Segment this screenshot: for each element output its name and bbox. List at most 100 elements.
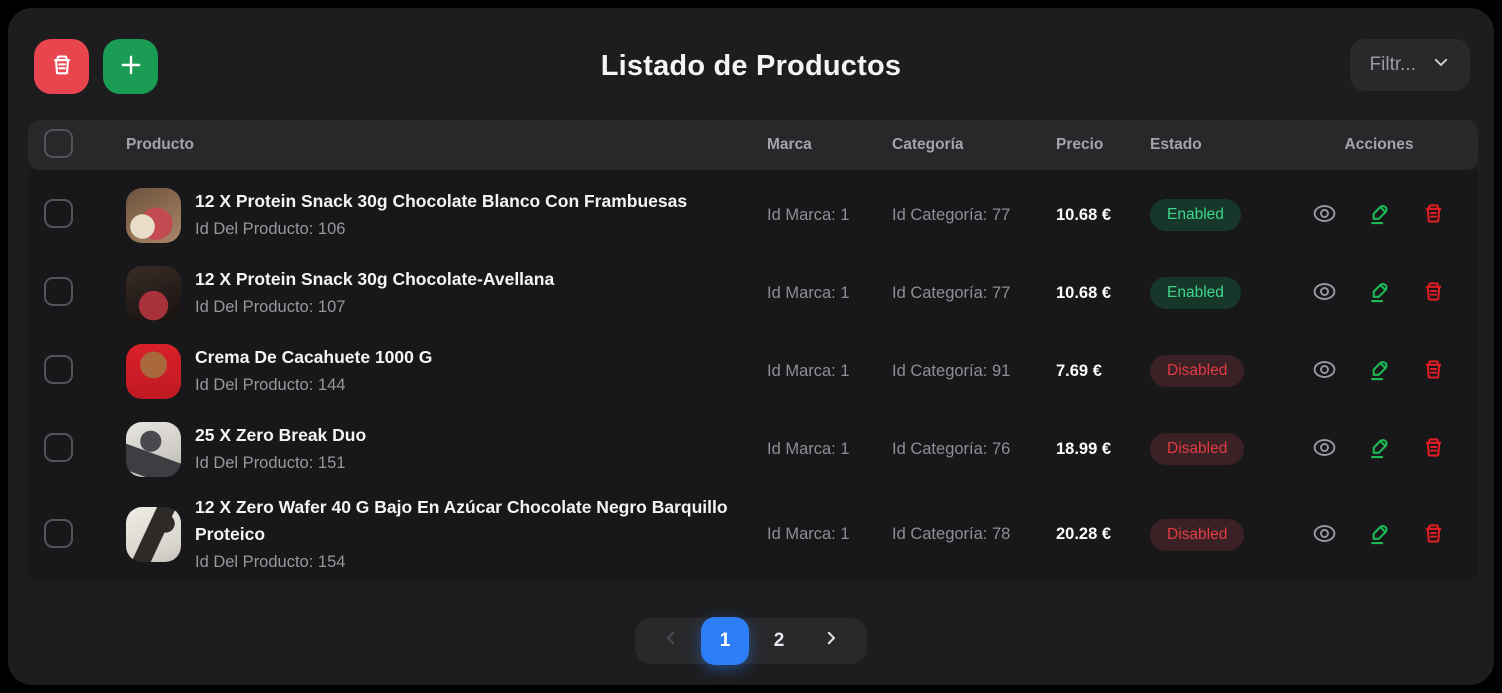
product-precio: 7.69 € [1056,361,1102,380]
table-row: 12 X Zero Wafer 40 G Bajo En Azúcar Choc… [28,488,1478,581]
table-row: 12 X Protein Snack 30g Chocolate-Avellan… [28,254,1478,332]
pencil-icon [1367,435,1392,463]
delete-button[interactable] [1417,353,1450,389]
view-button[interactable] [1308,517,1341,553]
product-id: Id Del Producto: 106 [195,220,346,239]
product-marca: Id Marca: 1 [767,205,850,224]
trash-icon [1421,521,1446,549]
status-badge: Disabled [1150,518,1245,551]
status-badge: Disabled [1150,433,1245,465]
product-precio: 20.28 € [1056,525,1112,544]
chevron-left-icon [662,629,680,653]
product-name: Crema De Cacahuete 1000 G [195,347,433,368]
edit-button[interactable] [1363,517,1396,553]
next-page-button[interactable] [809,619,853,663]
delete-button[interactable] [1417,197,1450,233]
view-button[interactable] [1308,431,1341,467]
filter-dropdown-label: Filtr... [1369,54,1416,75]
product-marca: Id Marca: 1 [767,525,850,544]
product-thumbnail [126,421,181,477]
filter-dropdown[interactable]: Filtr... [1349,39,1470,91]
view-button[interactable] [1308,353,1341,389]
products-panel: Listado de Productos Filtr... Producto M… [8,8,1494,685]
edit-button[interactable] [1363,275,1396,311]
table-row: Crema De Cacahuete 1000 G Id Del Product… [28,332,1478,410]
product-thumbnail [126,187,181,243]
trash-icon [1421,279,1446,307]
product-thumbnail [126,343,181,399]
product-name: 12 X Protein Snack 30g Chocolate Blanco … [195,191,688,212]
page-title: Listado de Productos [600,50,902,82]
delete-button[interactable] [1417,517,1450,553]
chevron-right-icon [822,629,840,653]
bulk-delete-button[interactable] [34,39,89,94]
product-id: Id Del Producto: 151 [195,454,346,473]
pencil-icon [1367,521,1392,549]
table-header-row: Producto Marca Categoría Precio Estado A… [28,120,1478,170]
toolbar: Listado de Productos Filtr... [8,8,1494,112]
row-checkbox[interactable] [44,433,73,462]
product-name: 25 X Zero Break Duo [195,425,367,446]
column-header-producto: Producto [126,136,195,153]
product-name: 12 X Protein Snack 30g Chocolate-Avellan… [195,269,555,290]
product-categoria: Id Categoría: 78 [892,525,1011,544]
product-marca: Id Marca: 1 [767,283,850,302]
product-thumbnail [126,265,181,321]
edit-button[interactable] [1363,431,1396,467]
page-button-2[interactable]: 2 [757,619,801,663]
select-all-checkbox[interactable] [44,129,73,158]
product-marca: Id Marca: 1 [767,361,850,380]
status-badge: Enabled [1150,277,1241,309]
column-header-marca: Marca [767,136,812,153]
product-name: 12 X Zero Wafer 40 G Bajo En Azúcar Choc… [195,497,728,545]
delete-button[interactable] [1417,431,1450,467]
pencil-icon [1367,357,1392,385]
column-header-acciones: Acciones [1344,136,1414,153]
delete-button[interactable] [1417,275,1450,311]
eye-icon [1312,435,1337,463]
product-precio: 10.68 € [1056,283,1112,302]
eye-icon [1312,201,1337,229]
view-button[interactable] [1308,275,1341,311]
add-product-button[interactable] [103,39,158,94]
row-checkbox[interactable] [44,518,73,548]
table-row: 25 X Zero Break Duo Id Del Producto: 151… [28,410,1478,488]
trash-icon [1421,201,1446,229]
table-body: 12 X Protein Snack 30g Chocolate Blanco … [28,170,1478,581]
product-categoria: Id Categoría: 91 [892,361,1011,380]
trash-icon [1421,357,1446,385]
eye-icon [1312,521,1337,549]
products-table: Producto Marca Categoría Precio Estado A… [8,112,1494,581]
row-checkbox[interactable] [44,355,73,384]
pencil-icon [1367,279,1392,307]
chevron-down-icon [1432,53,1450,77]
eye-icon [1312,357,1337,385]
eye-icon [1312,279,1337,307]
product-thumbnail [126,507,181,562]
previous-page-button[interactable] [649,619,693,663]
product-categoria: Id Categoría: 77 [892,283,1011,302]
view-button[interactable] [1308,197,1341,233]
edit-button[interactable] [1363,353,1396,389]
row-checkbox[interactable] [44,199,73,228]
column-header-estado: Estado [1150,136,1202,153]
product-categoria: Id Categoría: 76 [892,439,1011,458]
pagination: 1 2 [8,617,1494,665]
column-header-precio: Precio [1056,136,1104,153]
product-id: Id Del Producto: 144 [195,376,346,395]
pencil-icon [1367,201,1392,229]
status-badge: Enabled [1150,199,1241,231]
product-precio: 10.68 € [1056,205,1112,224]
status-badge: Disabled [1150,355,1245,387]
product-marca: Id Marca: 1 [767,439,850,458]
column-header-categoria: Categoría [892,136,964,153]
row-checkbox[interactable] [44,277,73,306]
product-categoria: Id Categoría: 77 [892,205,1011,224]
product-id: Id Del Producto: 107 [195,298,346,317]
trash-icon [49,52,75,81]
page-button-1[interactable]: 1 [701,617,749,665]
product-id: Id Del Producto: 154 [195,553,346,572]
plus-icon [118,52,144,81]
trash-icon [1421,435,1446,463]
edit-button[interactable] [1363,197,1396,233]
